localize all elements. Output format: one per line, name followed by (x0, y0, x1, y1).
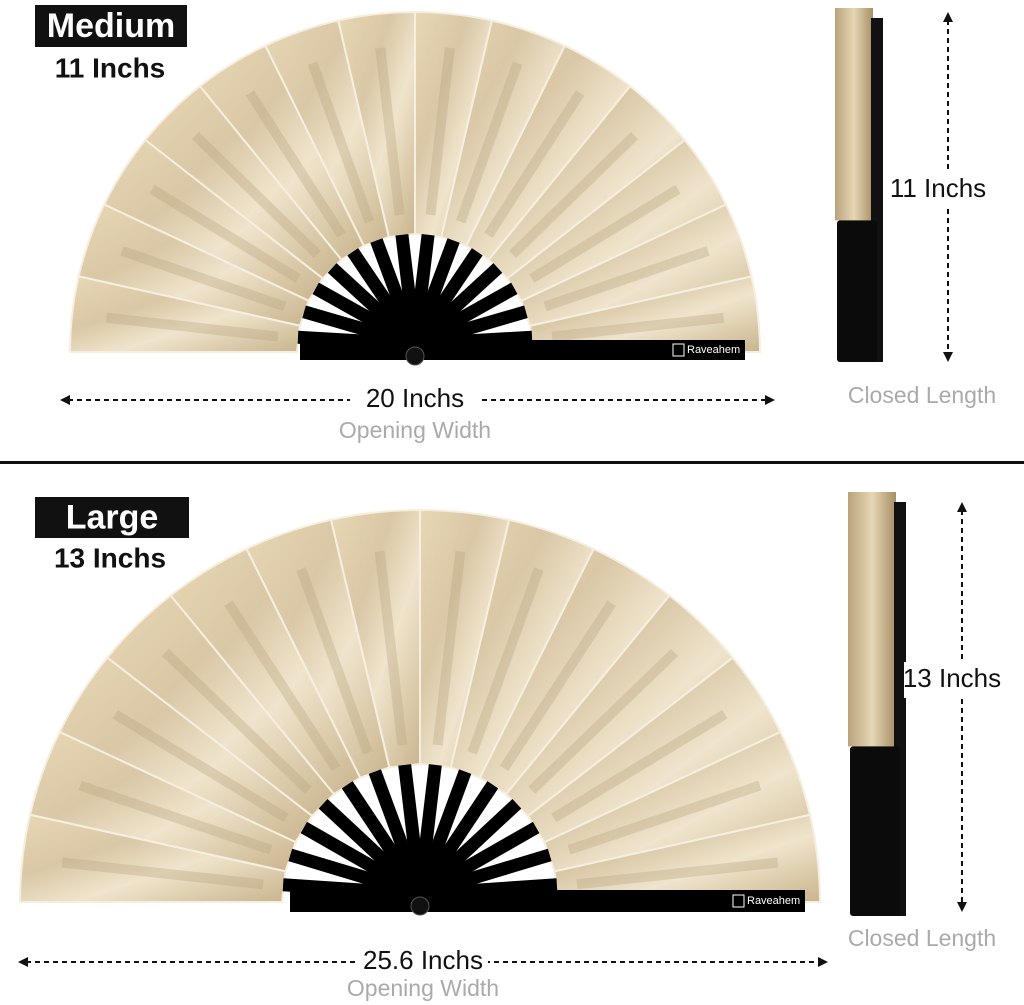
closed-length: 13 Inchs (903, 663, 1001, 693)
fan-stripe (296, 567, 373, 755)
fan-stripe (112, 710, 289, 823)
opening-width: 20 Inchs (366, 383, 464, 413)
brand-name: Raveahem (687, 344, 740, 356)
fan-stripe (484, 90, 585, 238)
arrow-head (957, 502, 967, 512)
fan-stripe (161, 648, 312, 794)
fan-pivot (410, 896, 430, 916)
fan-stripe (467, 567, 544, 755)
size-label: 11 Inchs (55, 52, 166, 83)
fan-stripe (528, 648, 679, 794)
label-backdrop (890, 172, 1006, 208)
fan-stripe (529, 184, 681, 283)
fan-panel (18, 813, 287, 903)
closed-caption: Closed Length (848, 382, 996, 408)
size-label: 13 Inchs (54, 542, 166, 573)
fan-stripe (78, 780, 273, 855)
fan-stripe (499, 600, 616, 771)
fan-stripe (543, 246, 710, 312)
fan-stripe (432, 550, 466, 746)
closed-length: 11 Inchs (890, 173, 986, 203)
size-badge (35, 497, 189, 538)
opening-caption: Opening Width (339, 417, 491, 443)
fan-stripe (551, 312, 725, 342)
fan-stripe (567, 780, 762, 855)
arrow-head (60, 395, 70, 405)
badge-label: Medium (47, 7, 175, 45)
fan-stripe (120, 246, 287, 312)
arrow-head (818, 957, 828, 967)
label-backdrop (358, 946, 488, 978)
fan-stripe (374, 550, 408, 746)
fan-stripe (551, 710, 728, 823)
badge-label: Large (66, 498, 159, 536)
fan-handle (290, 890, 805, 912)
fan-stripe (509, 132, 639, 259)
fan-stripe (149, 184, 301, 283)
arrow-head (18, 957, 28, 967)
size-section: Raveahem Medium 11 Inchs 20 Inchs Opening Wi… (35, 5, 1006, 443)
closed-fan-body (835, 8, 873, 221)
arrow-head (957, 902, 967, 912)
fan-stripe (425, 47, 455, 216)
arrow-head (765, 395, 775, 405)
fan-panel (68, 275, 302, 353)
fan-stripe (245, 90, 346, 238)
arrow-head (943, 12, 953, 22)
label-backdrop (350, 384, 480, 416)
closed-fan-body (848, 492, 896, 747)
arrow-head (943, 352, 953, 362)
closed-caption: Closed Length (848, 925, 996, 951)
brand-icon (672, 343, 685, 357)
fan-stripe (61, 857, 264, 890)
opening-width: 25.6 Inchs (363, 945, 483, 975)
fan-stripe (375, 47, 405, 216)
closed-fan-handle (837, 220, 877, 362)
size-badge (35, 5, 187, 47)
divider (0, 461, 1024, 464)
fan-stripe (576, 857, 779, 890)
fan-handle (300, 340, 745, 360)
opening-caption: Opening Width (347, 975, 499, 1001)
closed-fan-handle (850, 746, 900, 916)
fan-stripe (224, 600, 341, 771)
fan-stripe (307, 61, 375, 224)
fan-stripe (105, 312, 279, 342)
brand-name: Raveahem (747, 895, 800, 907)
fan-stripe (455, 61, 523, 224)
brand-icon (732, 894, 745, 908)
fan-pivot (405, 346, 425, 366)
fan-stripe (191, 132, 321, 259)
label-backdrop (904, 662, 1020, 698)
